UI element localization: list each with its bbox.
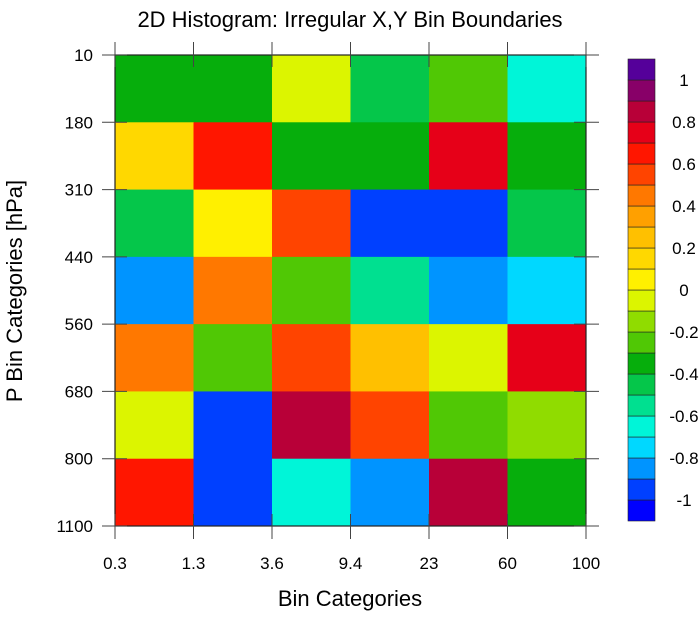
heatmap-cell (350, 458, 430, 527)
colorbar-label: 0 (679, 281, 688, 300)
heatmap-cell (350, 256, 430, 325)
colorbar-label: 1 (679, 71, 688, 90)
heatmap-cell (272, 324, 351, 392)
colorbar-box (627, 436, 656, 459)
colorbar-box (627, 142, 656, 165)
heatmap-cell (507, 122, 587, 191)
colorbar-label: -0.2 (669, 323, 698, 342)
colorbar-label: 0.4 (672, 197, 696, 216)
heatmap-cell (193, 256, 273, 325)
heatmap-cell (350, 189, 430, 258)
heatmap-cell (429, 122, 508, 191)
heatmap-cell (115, 55, 194, 123)
heatmap-cell (507, 189, 587, 258)
colorbar-box (627, 163, 656, 186)
x-tick-label: 0.3 (103, 554, 127, 573)
heatmap-cell (507, 391, 587, 460)
heatmap-cell (272, 55, 351, 123)
y-tick-label: 180 (65, 113, 93, 132)
colorbar-label: -0.4 (669, 365, 698, 384)
colorbar-box (627, 373, 656, 396)
y-tick-label: 680 (65, 382, 93, 401)
colorbar-label: -0.8 (669, 449, 698, 468)
colorbar-box (627, 79, 656, 102)
colorbar-box (627, 100, 656, 123)
heatmap-cell (429, 256, 508, 325)
heatmap-cell (429, 55, 508, 123)
y-tick-label: 10 (74, 46, 93, 65)
heatmap-cell (350, 391, 430, 460)
colorbar-label: 0.6 (672, 155, 696, 174)
colorbar: -1 -0.8 -0.6 -0.4 -0.2 0 0.2 0.4 0.6 0.8 1 (627, 58, 699, 522)
heatmap-cell (272, 122, 351, 191)
colorbar-label: -1 (676, 491, 691, 510)
colorbar-box (627, 184, 656, 207)
colorbar-box (627, 226, 656, 249)
heatmap-cell (507, 458, 587, 527)
colorbar-box (627, 499, 656, 522)
heatmap-cell (115, 256, 194, 325)
colorbar-box (627, 247, 656, 270)
colorbar-label: 0.8 (672, 113, 696, 132)
heatmap-cell (272, 391, 351, 460)
heatmap-cell (507, 324, 587, 392)
heatmap-cell (350, 122, 430, 191)
y-tick-label: 800 (65, 450, 93, 469)
colorbar-box (627, 121, 656, 144)
x-tick-label: 3.6 (260, 554, 284, 573)
heatmap-cell (115, 122, 194, 191)
x-tick-label: 23 (420, 554, 439, 573)
heatmap-cell (429, 189, 508, 258)
y-tick-label: 560 (65, 315, 93, 334)
heatmap-cell (429, 458, 508, 527)
colorbar-box (627, 352, 656, 375)
heatmap-cell (115, 458, 194, 527)
colorbar-label: 0.2 (672, 239, 696, 258)
heatmap-cell (115, 391, 194, 460)
heatmap-cell (272, 189, 351, 258)
heatmap-cells (115, 55, 587, 527)
heatmap-cell (350, 55, 430, 123)
heatmap-cell (193, 122, 273, 191)
y-tick-label: 440 (65, 248, 93, 267)
colorbar-box (627, 331, 656, 354)
heatmap-cell (193, 189, 273, 258)
colorbar-box (627, 478, 656, 501)
chart-title: 2D Histogram: Irregular X,Y Bin Boundari… (137, 7, 562, 32)
heatmap-cell (272, 458, 351, 527)
axes: 0.3 1.3 3.6 9.4 23 60 100 10 180 310 440 560 680 800 1… (56, 42, 600, 573)
x-tick-label: 1.3 (182, 554, 206, 573)
colorbar-box (627, 58, 656, 81)
heatmap-cell (507, 55, 587, 123)
heatmap-cell (115, 189, 194, 258)
colorbar-box (627, 268, 656, 291)
heatmap-cell (429, 324, 508, 392)
heatmap-cell (193, 324, 273, 392)
colorbar-box (627, 415, 656, 438)
colorbar-label: -0.6 (669, 407, 698, 426)
x-tick-label: 100 (572, 554, 600, 573)
heatmap-cell (507, 256, 587, 325)
heatmap-cell (193, 55, 273, 123)
heatmap-cell (350, 324, 430, 392)
y-tick-label: 1100 (56, 517, 93, 536)
heatmap-cell (429, 391, 508, 460)
heatmap-cell (272, 256, 351, 325)
colorbar-box (627, 289, 656, 312)
x-axis-label: Bin Categories (278, 586, 422, 611)
x-tick-label: 9.4 (339, 554, 363, 573)
y-tick-label: 310 (65, 181, 93, 200)
colorbar-box (627, 205, 656, 228)
colorbar-box (627, 457, 656, 480)
x-tick-label: 60 (498, 554, 517, 573)
heatmap-cell (193, 391, 273, 460)
heatmap-cell (115, 324, 194, 392)
colorbar-box (627, 310, 656, 333)
colorbar-box (627, 394, 656, 417)
heatmap-cell (193, 458, 273, 527)
y-axis-label: P Bin Categories [hPa] (2, 180, 27, 402)
